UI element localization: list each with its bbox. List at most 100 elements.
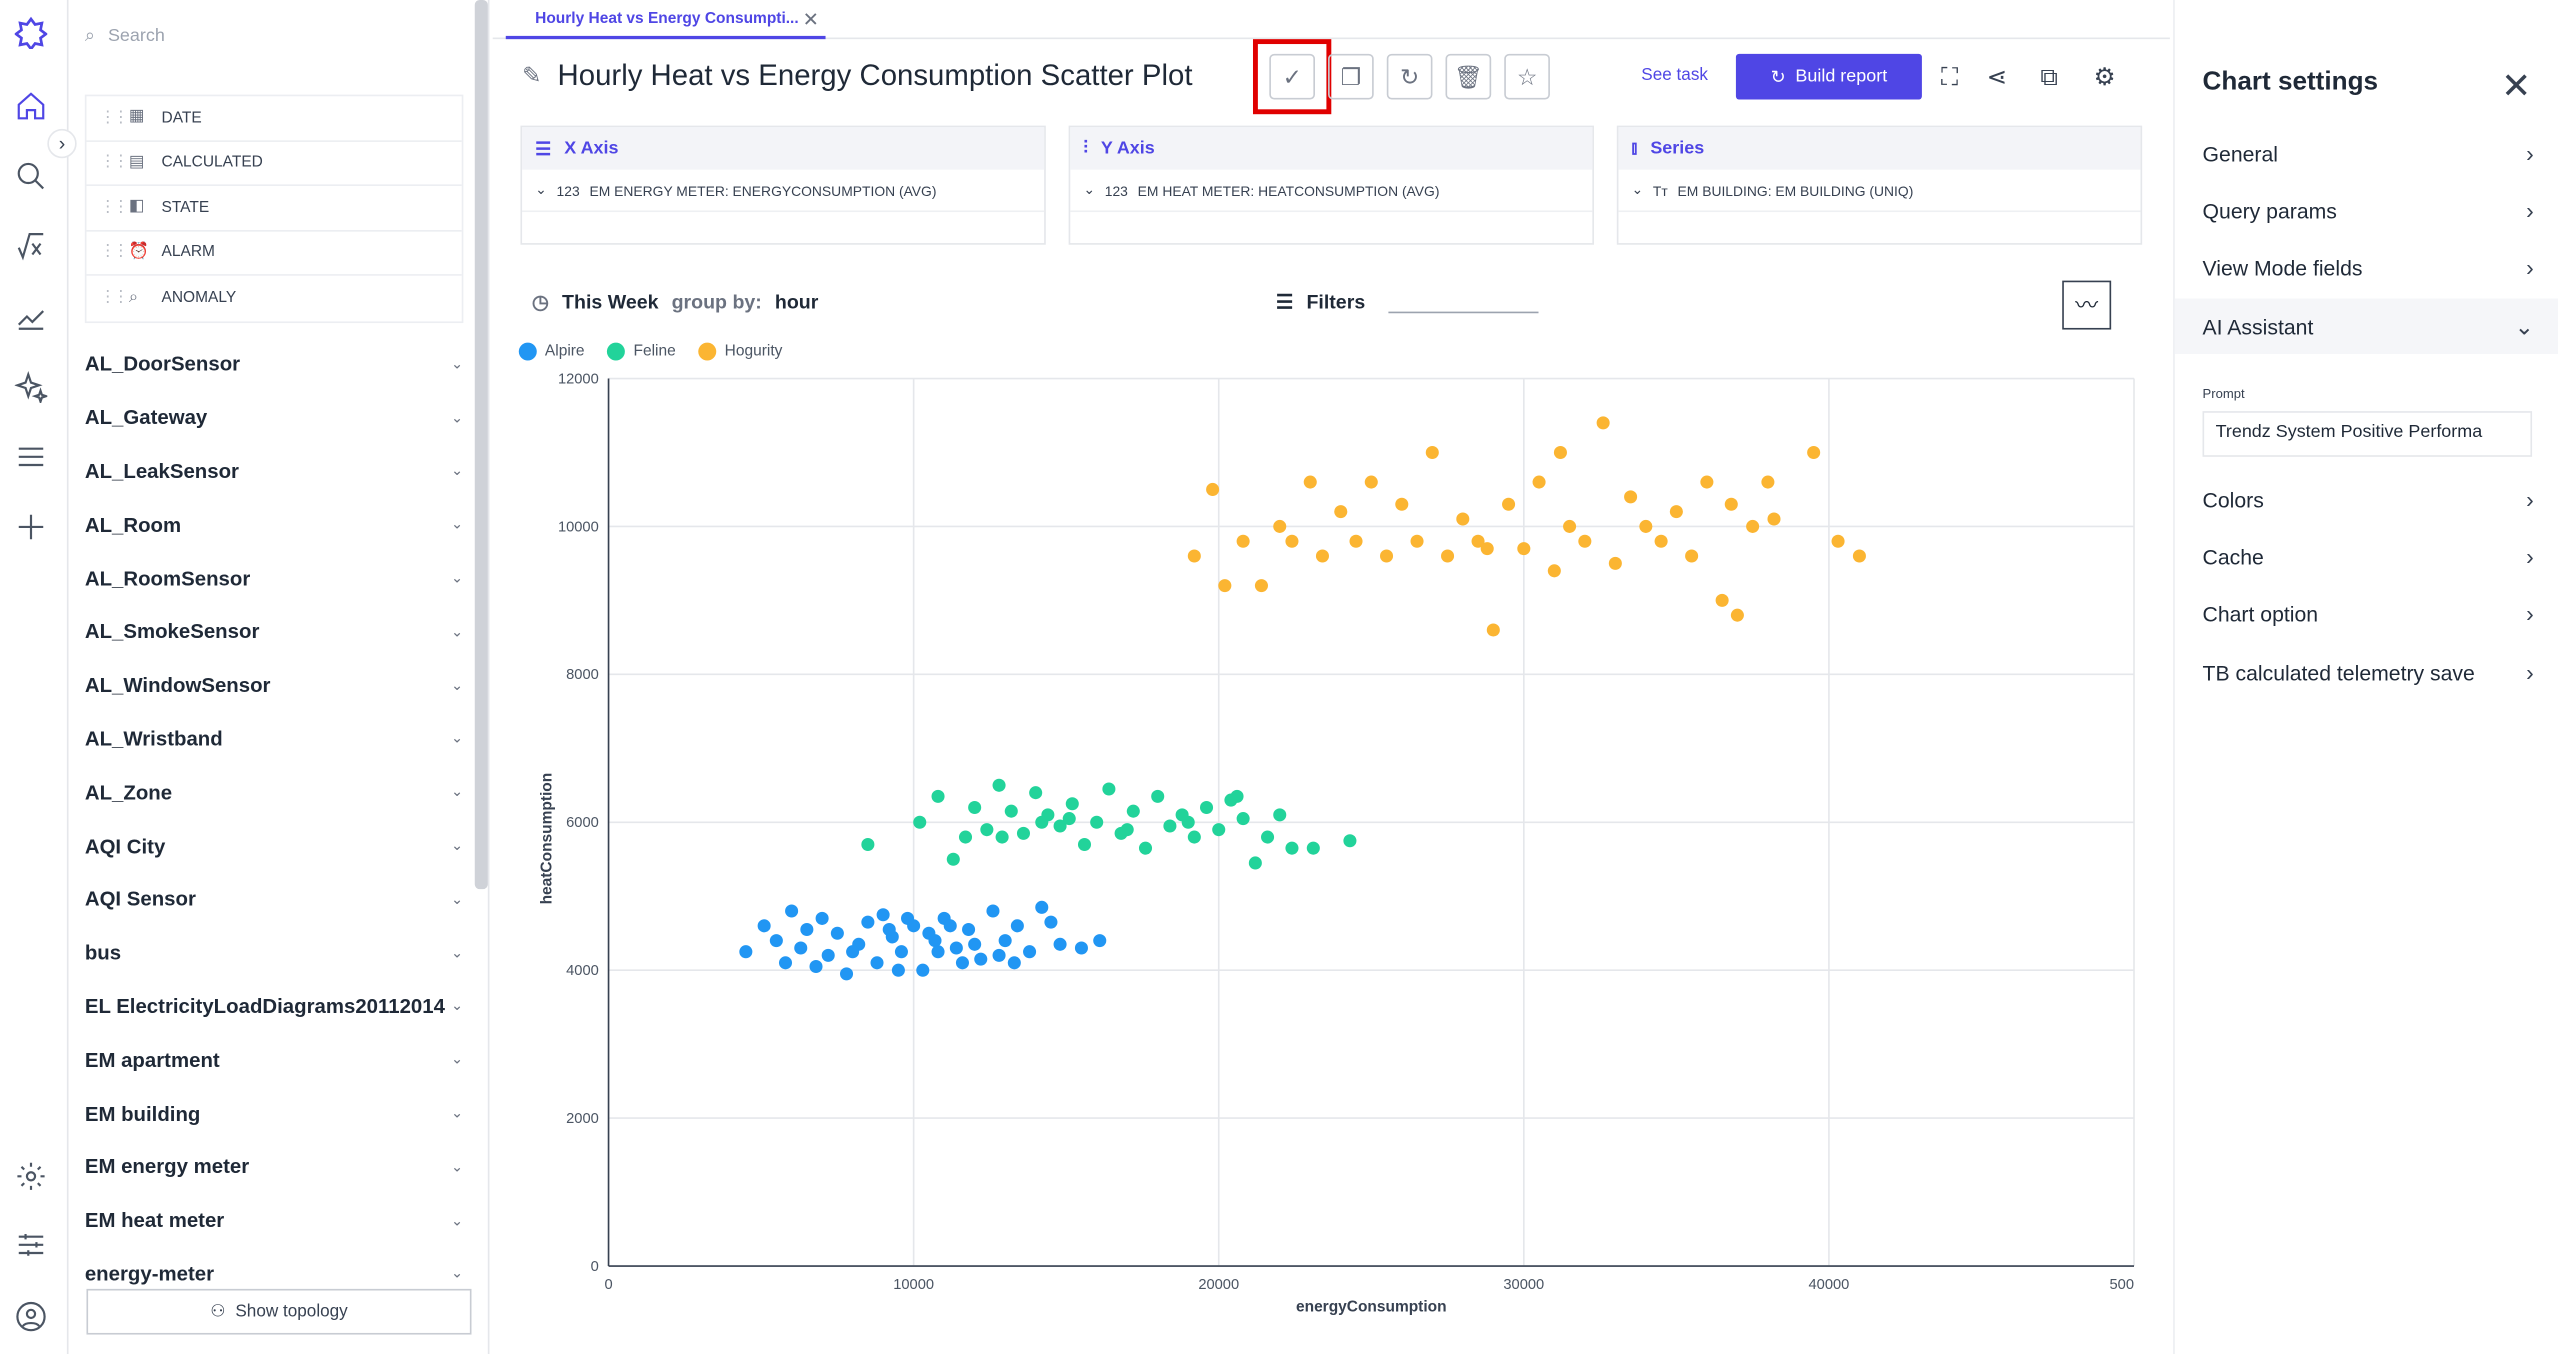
ai-sparkle-icon[interactable] [13, 370, 54, 409]
see-task-link[interactable]: See task [1641, 65, 1708, 85]
scatter-point [815, 911, 829, 925]
scatter-point [1074, 941, 1088, 955]
legend-item[interactable]: Hogurity [698, 342, 782, 361]
entity-group-item[interactable]: AL_DoorSensor ⌄ [84, 353, 464, 376]
entity-group-item[interactable]: EL ElectricityLoadDiagrams20112014 ⌄ [84, 995, 464, 1018]
prompt-input[interactable]: Trendz System Positive Performa [2202, 411, 2533, 457]
entity-group-item[interactable]: AL_RoomSensor ⌄ [84, 567, 464, 590]
close-icon[interactable]: ✕ [2501, 65, 2532, 107]
entity-group-item[interactable]: AL_SmokeSensor ⌄ [84, 620, 464, 644]
widget-icon[interactable]: ⧉ [2040, 62, 2058, 91]
build-report-button[interactable]: ↻ Build report [1735, 53, 1922, 100]
field-item[interactable]: ⋮⋮ ▤ CALCULATED [86, 141, 462, 186]
drag-handle-icon[interactable]: ⋮⋮ [99, 153, 129, 172]
entity-group-item[interactable]: EM energy meter ⌄ [84, 1155, 464, 1179]
entity-group-item[interactable]: AL_Wristband ⌄ [84, 727, 464, 751]
y-axis-box[interactable]: ⫶ Y Axis ⌄ 123 EM HEAT METER: HEATCONSUMPTI… [1068, 125, 1594, 245]
expand-sidebar-button[interactable]: › [47, 128, 77, 159]
entity-group-item[interactable]: AL_Zone ⌄ [84, 781, 464, 804]
field-item[interactable]: ⋮⋮ ▦ DATE [86, 96, 462, 142]
filters-control[interactable]: ☰ Filters [1276, 290, 1539, 314]
field-item[interactable]: ⋮⋮ ⌕ ANOMALY [99, 288, 237, 308]
field-item[interactable]: ⋮⋮ ◧ STATE [86, 186, 462, 231]
refresh-button[interactable]: ↻ [1386, 53, 1433, 100]
entity-group-item[interactable]: energy-meter ⌄ [84, 1262, 464, 1286]
settings-item-query-params[interactable]: Query params › [2202, 197, 2534, 224]
scatter-point [1563, 519, 1577, 533]
scatter-point [992, 948, 1006, 962]
scatter-point [1831, 534, 1845, 548]
settings-item-ai-assistant[interactable]: AI Assistant ⌄ [2174, 298, 2558, 355]
entity-group-item[interactable]: AL_WindowSensor ⌄ [84, 674, 464, 697]
scatter-point [1230, 789, 1244, 803]
copy-button[interactable]: ❐ [1328, 53, 1374, 100]
settings-icon[interactable] [15, 1160, 54, 1199]
entity-group-item[interactable]: AL_Room ⌄ [84, 513, 464, 537]
legend-item[interactable]: Alpire [518, 342, 585, 361]
delete-button[interactable]: 🗑 [1445, 53, 1492, 100]
close-tab-icon[interactable]: ✕ [802, 8, 820, 31]
settings-item-chart-option[interactable]: Chart option › [2202, 600, 2534, 627]
add-icon[interactable] [15, 511, 54, 550]
field-item[interactable]: ⋮⋮ ⏰ ALARM [86, 231, 462, 276]
gear-icon[interactable]: ⚙ [2093, 63, 2116, 92]
x-axis-field[interactable]: ⌄ 123 EM ENERGY METER: ENERGYCONSUMPTION (… [522, 170, 1045, 213]
field-list: ⋮⋮ ▦ DATE ⋮⋮ ▤ CALCULATED ⋮⋮ ◧ STATE ⋮⋮ ⏰ ALARM … [84, 94, 464, 323]
series-box[interactable]: ⫾ Series ⌄ Tт EM BUILDING: EM BUILDING (UNI… [1616, 125, 2143, 245]
settings-item-view-mode[interactable]: View Mode fields › [2202, 254, 2534, 281]
scatter-point [882, 922, 896, 937]
user-icon[interactable] [15, 1300, 54, 1339]
settings-item-general[interactable]: General › [2202, 140, 2534, 167]
drag-handle-icon[interactable]: ⋮⋮ [99, 198, 129, 217]
y-tick-label: 8000 [566, 667, 599, 683]
y-axis-field[interactable]: ⌄ 123 EM HEAT METER: HEATCONSUMPTION (AVG) [1070, 170, 1593, 213]
y-axis-label: heatConsumption [538, 773, 555, 905]
entity-group-item[interactable]: EM building ⌄ [84, 1102, 464, 1125]
drag-handle-icon[interactable]: ⋮⋮ [99, 289, 129, 308]
save-check-button[interactable]: ✓ [1269, 53, 1315, 100]
filter-input[interactable] [1388, 290, 1539, 314]
series-field[interactable]: ⌄ Tт EM BUILDING: EM BUILDING (UNIQ) [1618, 170, 2141, 213]
drag-handle-icon[interactable]: ⋮⋮ [99, 243, 129, 262]
favorite-button[interactable]: ☆ [1504, 53, 1550, 100]
chevron-down-icon: ⌄ [451, 997, 464, 1014]
formula-icon[interactable] [15, 230, 54, 269]
trend-icon[interactable] [15, 300, 54, 339]
scatter-point [916, 963, 930, 977]
entity-group-item[interactable]: AQI Sensor ⌄ [84, 888, 464, 911]
chart-type-toggle[interactable]: 〰 [2062, 280, 2112, 330]
entity-group-item[interactable]: AL_LeakSensor ⌄ [84, 460, 464, 483]
x-axis-box[interactable]: ☰ X Axis ⌄ 123 EM ENERGY METER: ENERGYCONSU… [520, 125, 1046, 245]
scatter-point [1486, 623, 1500, 637]
y-tick-label: 10000 [558, 519, 599, 535]
entity-group-item[interactable]: bus ⌄ [84, 941, 464, 965]
tab-chart[interactable]: Hourly Heat vs Energy Consumpti... ✕ [505, 0, 826, 40]
scatter-point [1578, 534, 1592, 548]
home-icon[interactable] [15, 90, 54, 129]
logo-icon[interactable] [13, 16, 54, 55]
edit-icon[interactable]: ✎ [522, 61, 542, 89]
scatter-point [1187, 830, 1201, 844]
search-bar[interactable]: ⌕ Search [85, 20, 460, 53]
entity-group-item[interactable]: EM heat meter ⌄ [84, 1209, 464, 1233]
entity-group-item[interactable]: EM apartment ⌄ [84, 1048, 464, 1072]
settings-item-tb-telemetry[interactable]: TB calculated telemetry save › [2202, 659, 2534, 686]
sliders-icon[interactable] [15, 1229, 54, 1268]
settings-item-cache[interactable]: Cache › [2202, 543, 2534, 570]
x-tick-label: 0 [604, 1277, 612, 1293]
scatter-point [1007, 956, 1021, 970]
share-icon[interactable]: ⋖ [1986, 63, 2008, 92]
period-selector[interactable]: ◷ This Week group by: hour [531, 290, 819, 314]
settings-item-colors[interactable]: Colors › [2202, 486, 2534, 513]
show-topology-button[interactable]: ⚇ Show topology [86, 1288, 472, 1335]
explore-icon[interactable] [15, 160, 54, 199]
entity-group-item[interactable]: AQI City ⌄ [84, 834, 464, 858]
scatter-point [861, 915, 875, 929]
entity-group-item[interactable]: AL_Gateway ⌄ [84, 406, 464, 430]
search-input[interactable]: Search [107, 26, 165, 46]
menu-icon[interactable] [15, 441, 54, 480]
drag-handle-icon[interactable]: ⋮⋮ [99, 108, 129, 127]
sidebar-scrollbar[interactable] [474, 0, 488, 890]
fullscreen-icon[interactable]: ⛶ [1941, 62, 1959, 91]
legend-item[interactable]: Feline [607, 342, 676, 361]
